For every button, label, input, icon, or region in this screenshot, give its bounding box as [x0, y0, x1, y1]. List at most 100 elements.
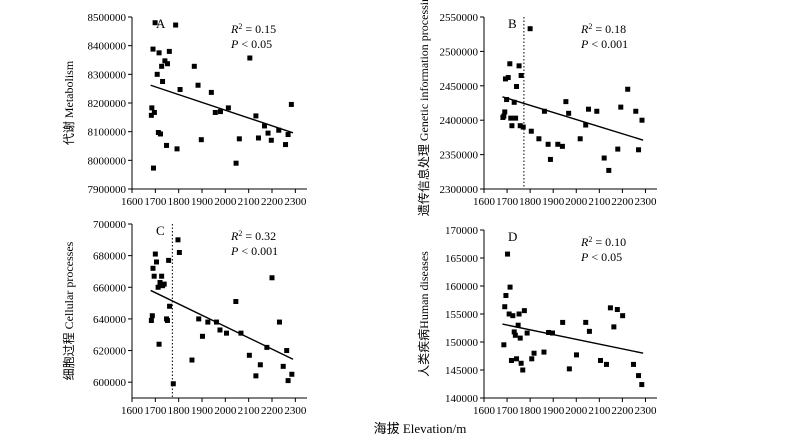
data-point: [639, 117, 645, 123]
data-point: [151, 109, 157, 115]
data-point: [503, 293, 509, 299]
x-tick-label: 1700: [496, 196, 519, 208]
data-point: [573, 352, 579, 358]
p-value-label: P < 0.001: [230, 244, 278, 258]
data-point: [284, 348, 290, 354]
data-point: [620, 313, 626, 319]
data-point: [177, 87, 183, 93]
y-tick-label: 660000: [93, 282, 127, 294]
panel-c: 1600 1700 1800 1900 2000 2100 2200 2300 600000 62…: [61, 219, 307, 417]
y-tick-label: 165000: [445, 253, 479, 265]
x-tick-label: 2000: [565, 196, 588, 208]
trend-line: [502, 96, 644, 141]
panel-d: 1600 1700 1800 1900 2000 2100 2200 2300 140000 14…: [416, 225, 657, 417]
y-tick-label: 8200000: [88, 98, 127, 110]
data-point: [508, 357, 514, 363]
data-point: [527, 26, 533, 32]
data-point: [546, 329, 552, 335]
data-point: [156, 50, 162, 56]
data-point: [217, 327, 223, 333]
y-tick-label: 160000: [445, 281, 479, 293]
x-tick-label: 2200: [611, 196, 634, 208]
data-point: [603, 361, 609, 367]
data-point: [246, 352, 252, 358]
data-point: [283, 142, 289, 148]
data-point: [615, 146, 621, 152]
y-tick-label: 8300000: [88, 69, 127, 81]
x-tick-label: 2100: [238, 405, 261, 417]
data-point: [150, 46, 156, 52]
data-point: [164, 317, 170, 323]
data-point: [510, 313, 516, 319]
x-tick-label: 1600: [121, 405, 144, 417]
y-axis-title: 人类疾病Human diseases: [416, 251, 431, 377]
data-point: [159, 273, 165, 279]
data-point: [507, 61, 513, 67]
data-point: [149, 105, 155, 111]
data-point: [253, 113, 259, 119]
data-point: [614, 307, 620, 313]
data-point: [512, 332, 518, 338]
data-point: [154, 259, 159, 265]
panel-letter: A: [156, 16, 166, 31]
data-point: [148, 317, 154, 323]
data-point: [601, 155, 607, 161]
data-point: [594, 108, 600, 114]
x-tick-label: 1900: [191, 196, 214, 208]
data-point: [157, 131, 163, 137]
data-point: [149, 313, 155, 319]
data-point: [507, 284, 513, 290]
x-tick-label: 2200: [611, 405, 634, 417]
data-point: [607, 305, 613, 311]
data-point: [550, 330, 556, 336]
data-point: [502, 109, 508, 115]
data-point: [253, 373, 259, 379]
data-point: [516, 311, 522, 317]
data-point: [285, 378, 291, 384]
data-point: [269, 275, 275, 281]
data-point: [156, 341, 162, 347]
y-tick-label: 170000: [445, 225, 479, 237]
y-axis-title: 代谢 Metabolism: [61, 60, 76, 145]
x-tick-label: 2000: [214, 196, 237, 208]
y-tick-label: 145000: [445, 365, 479, 377]
data-point: [195, 82, 201, 88]
data-point: [191, 63, 197, 69]
data-point: [630, 361, 636, 367]
r-squared-label: R2 = 0.15: [230, 22, 276, 37]
data-point: [224, 330, 229, 336]
data-point: [150, 265, 156, 271]
data-point: [514, 83, 520, 89]
data-point: [536, 136, 542, 142]
data-point: [517, 335, 523, 341]
data-point: [639, 382, 645, 388]
data-point: [217, 109, 223, 115]
data-point: [157, 280, 163, 286]
data-point: [213, 319, 219, 325]
data-point: [233, 299, 239, 305]
data-point: [618, 104, 624, 110]
data-point: [516, 63, 522, 69]
y-tick-label: 700000: [93, 219, 127, 231]
x-tick-label: 2300: [284, 405, 307, 417]
x-tick-label: 1900: [542, 196, 565, 208]
data-point: [560, 319, 566, 325]
data-point: [154, 71, 160, 77]
x-tick-label: 2300: [284, 196, 307, 208]
data-point: [166, 48, 172, 54]
data-point: [625, 86, 631, 92]
data-point: [151, 273, 157, 279]
data-point: [262, 123, 268, 129]
y-tick-label: 2500000: [440, 46, 479, 58]
y-axis-title: 细胞过程 Cellular processes: [61, 241, 76, 380]
y-tick-label: 2550000: [440, 12, 479, 24]
data-point: [547, 156, 553, 162]
data-point: [521, 308, 527, 314]
data-point: [264, 344, 270, 350]
data-point: [161, 281, 167, 287]
data-point: [501, 342, 507, 348]
data-point: [515, 322, 521, 328]
data-point: [265, 130, 271, 136]
data-point: [505, 251, 511, 257]
data-point: [511, 329, 517, 335]
